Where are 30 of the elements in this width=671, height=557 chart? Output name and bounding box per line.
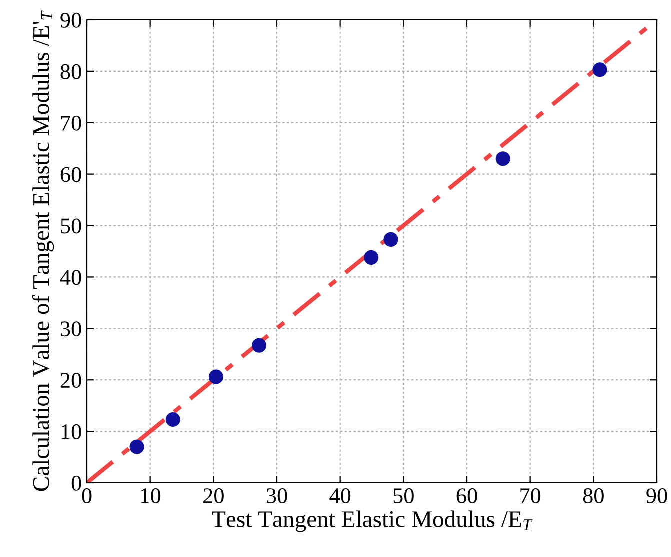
x-axis-title: Test Tangent Elastic Modulus /E$_{T}$ <box>212 510 533 532</box>
x-tick-label: 90 <box>646 488 668 504</box>
point <box>252 338 267 353</box>
x-tick-label: 10 <box>141 488 161 504</box>
y-axis-title: Calculation Value of Tangent Elastic Modulus /E'$_{T}$ <box>32 10 54 492</box>
y-tick-label: 40 <box>60 270 82 286</box>
point <box>496 152 510 166</box>
y-tick-label: 10 <box>62 424 82 440</box>
x-tick-label: 70 <box>520 488 541 504</box>
x-tick-label: 40 <box>330 488 351 504</box>
point <box>208 370 224 384</box>
x-tick-label: 60 <box>456 488 478 504</box>
y-tick-label: 70 <box>61 116 82 131</box>
y-tick-label: 60 <box>60 167 82 182</box>
point <box>384 232 398 247</box>
point <box>130 440 144 454</box>
x-tick-label: 0 <box>82 488 92 504</box>
point <box>166 412 180 428</box>
y-tick-label: 30 <box>60 322 82 337</box>
point <box>364 250 379 265</box>
x-tick-label: 50 <box>394 488 414 504</box>
point <box>592 62 608 78</box>
y-tick-label: 90 <box>60 12 82 28</box>
y-tick-label: 50 <box>61 218 82 234</box>
x-tick-label: 30 <box>266 488 288 504</box>
y-tick-label: 80 <box>60 64 82 80</box>
x-tick-label: 20 <box>204 488 224 504</box>
y-tick-label: 20 <box>60 373 82 388</box>
y-tick-label: 0 <box>72 476 82 491</box>
x-tick-label: 80 <box>583 488 604 504</box>
